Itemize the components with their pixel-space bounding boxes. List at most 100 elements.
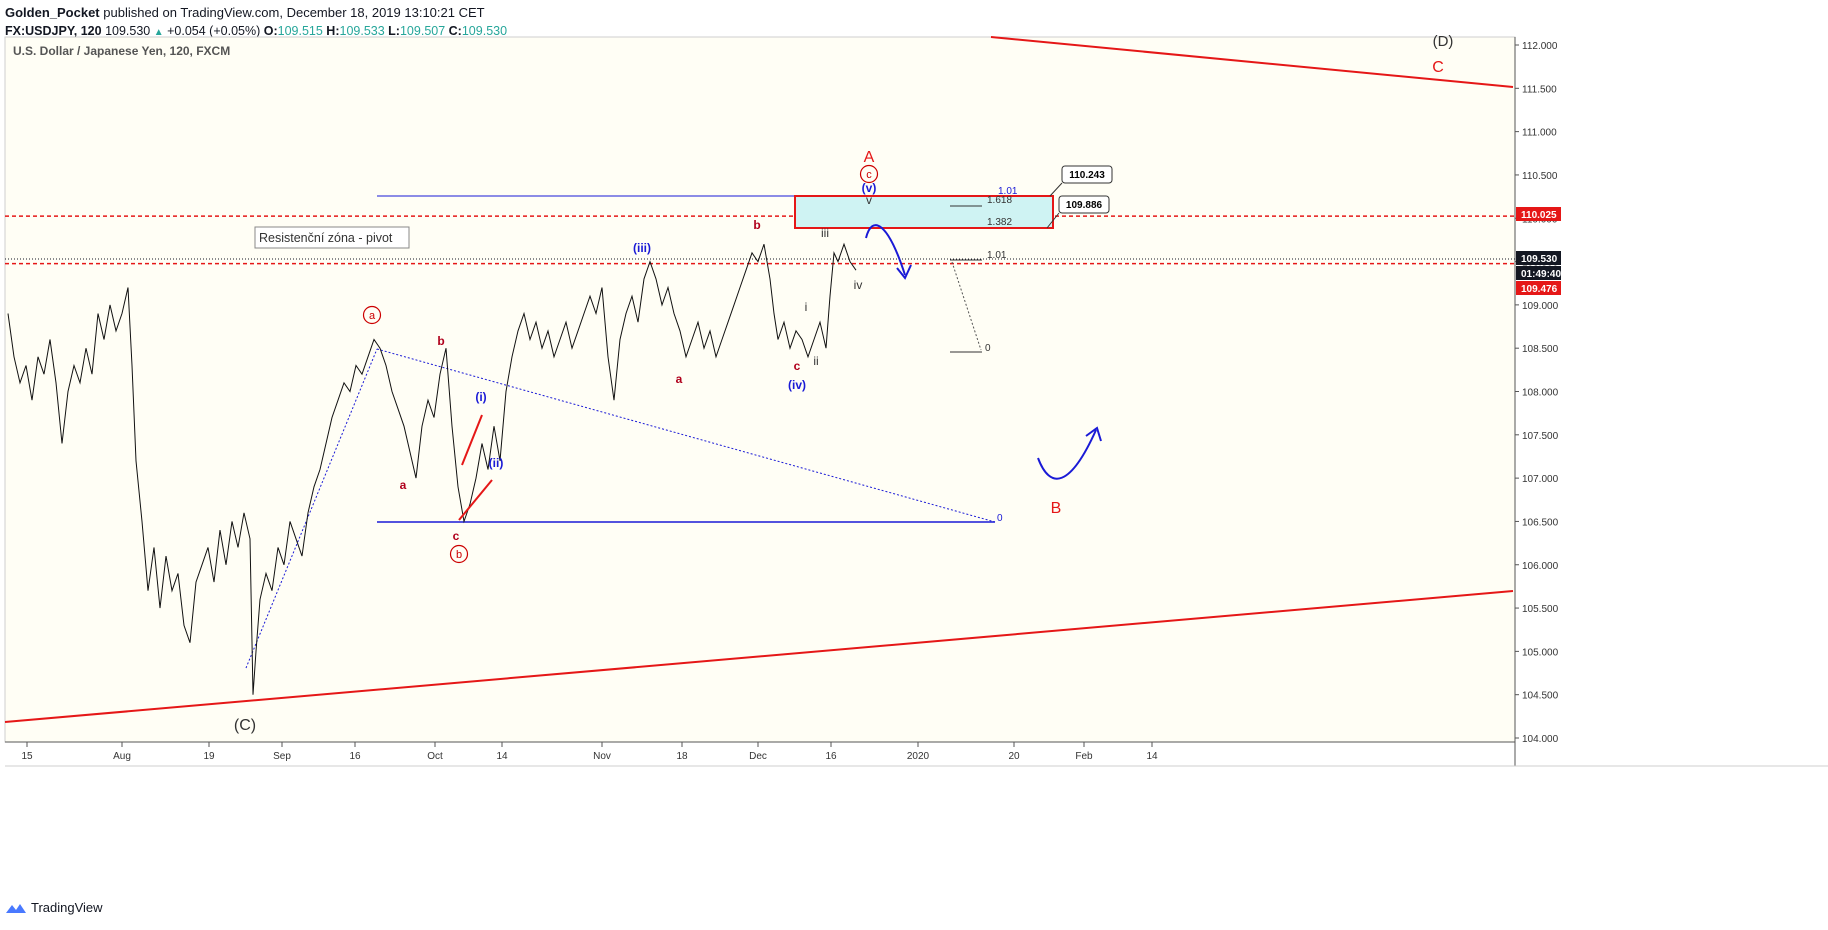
fib-label-1618: 1.618 (987, 195, 1012, 206)
price-axis-label: 107.000 (1522, 474, 1559, 485)
wave-label-v-paren: (v) (862, 181, 877, 195)
wave-line-1 (458, 479, 493, 521)
upper-trendline[interactable] (990, 36, 1514, 88)
wave-label-iii: iii (821, 226, 829, 240)
fib-trend-dotted-line[interactable] (376, 348, 996, 523)
footer: TradingView (5, 900, 103, 915)
wave-label-b-circle: b (456, 549, 462, 561)
symbol-label[interactable]: FX:USDJPY, 120 (5, 24, 102, 38)
high-value: 109.533 (339, 24, 385, 38)
callout-110243: 110.243 (1069, 170, 1105, 181)
callout-box-109886[interactable] (1058, 195, 1110, 214)
time-axis-label: 16 (349, 751, 361, 762)
circle-a-marker (362, 305, 382, 325)
callout-pointer (1049, 182, 1063, 197)
price-axis-label: 110.500 (1522, 171, 1558, 182)
time-axis-label: Aug (113, 751, 131, 762)
price-tag-label: 110.025 (1521, 210, 1557, 221)
price-tag-bg (1516, 266, 1561, 280)
target-zone-box[interactable] (794, 195, 1054, 229)
time-axis-label: Feb (1075, 751, 1093, 762)
price-tag-bg (1516, 207, 1561, 221)
annotation-text: Resistenční zóna - pivot (259, 231, 393, 245)
time-axis-label: Dec (749, 751, 767, 762)
wave-label-a-circle: a (369, 310, 376, 322)
price-axis-label: 106.000 (1522, 561, 1559, 572)
wave-label-c-circle: c (866, 169, 872, 181)
callout-109886: 109.886 (1066, 200, 1103, 211)
wave-label-i-paren: (i) (475, 390, 486, 404)
wave-label-i: i (805, 300, 808, 314)
chart-header: Golden_Pocket published on TradingView.c… (5, 4, 507, 42)
price-tags: 110.025 109.530 01:49:40 109.476 (1516, 207, 1561, 295)
price-axis-label: 112.000 (1522, 41, 1558, 52)
fib-label-1382: 1.382 (987, 217, 1012, 228)
arrow-down-head-icon (896, 264, 912, 280)
time-axis-label: 19 (203, 751, 215, 762)
up-arrow-icon: ▲ (153, 27, 164, 38)
wave-line-2 (461, 414, 483, 466)
lower-trendline[interactable] (4, 590, 1514, 723)
price-axis-label: 109.000 (1522, 301, 1559, 312)
open-label: O: (263, 24, 278, 38)
price-axis-label: 111.000 (1522, 128, 1557, 139)
price-axis-label: 104.000 (1522, 734, 1559, 745)
time-axis-label: 18 (676, 751, 688, 762)
price-axis-label: 107.500 (1522, 431, 1559, 442)
wave-label-a-nov: a (676, 372, 683, 386)
plot-area[interactable] (4, 36, 1516, 743)
fib-label-101: 1.01 (998, 186, 1018, 197)
time-axis-label: 20 (1008, 751, 1020, 762)
wave-label-iii-paren: (iii) (633, 241, 651, 255)
price-series[interactable] (7, 242, 857, 695)
arrow-up-head-icon (1085, 426, 1102, 442)
price-axis-label: 104.500 (1522, 691, 1559, 702)
tradingview-logo-icon (6, 903, 26, 913)
price-axis-label: 105.000 (1522, 647, 1559, 658)
price-axis-label: 108.500 (1522, 344, 1559, 355)
fib-label-zero-blue: 0 (997, 513, 1003, 524)
time-axis-label: Oct (427, 751, 443, 762)
open-value: 109.515 (277, 24, 323, 38)
wave-label-D: (D) (1433, 33, 1454, 50)
callout-pointer-2 (1046, 212, 1060, 229)
time-axis-label: 15 (21, 751, 33, 762)
callout-box-110243[interactable] (1061, 165, 1113, 184)
wave-label-C-paren: (C) (234, 717, 256, 734)
wave-label-b-top: b (753, 218, 760, 232)
price-tag-label: 109.476 (1521, 284, 1558, 295)
wave-label-ii: ii (813, 354, 818, 368)
wave-label-b-oct: b (437, 334, 444, 348)
wave-label-v: v (866, 193, 872, 207)
price-tag-label: 01:49:40 (1521, 269, 1561, 280)
price-axis-label: 111.500 (1522, 84, 1557, 95)
time-axis-label: Nov (593, 751, 611, 762)
price-tag-bg (1516, 251, 1561, 265)
time-axis[interactable]: 15 Aug 19 Sep 16 Oct 14 Nov 18 Dec 16 2020 20 Feb 14 (21, 742, 1158, 762)
wave-label-ii-paren: (ii) (489, 456, 504, 470)
fib-trend-dotted-line-2[interactable] (245, 348, 378, 669)
brand-name[interactable]: TradingView (31, 900, 103, 915)
time-axis-label: 16 (825, 751, 837, 762)
time-axis-label: 14 (496, 751, 508, 762)
fib-label-zero: 0 (985, 343, 991, 354)
time-axis-label: 14 (1146, 751, 1158, 762)
low-value: 109.507 (399, 24, 446, 38)
wave-label-B: B (1051, 500, 1062, 517)
projection-up-arrow[interactable] (1037, 429, 1097, 480)
last-price: 109.530 (105, 24, 151, 38)
price-axis[interactable]: 112.000111.500111.000110.500110.000109.5… (1515, 41, 1559, 745)
publisher-name[interactable]: Golden_Pocket (5, 5, 100, 20)
wave-label-iv: iv (854, 278, 863, 292)
instrument-title: U.S. Dollar / Japanese Yen, 120, FXCM (13, 44, 230, 58)
wave-label-A: A (864, 149, 875, 166)
price-axis-label: 106.500 (1522, 517, 1559, 528)
price-tag-bg (1516, 281, 1561, 295)
annotation-box[interactable] (254, 226, 410, 249)
time-axis-label: 2020 (907, 751, 930, 762)
wave-label-iv-paren: (iv) (788, 378, 806, 392)
projection-down-arrow[interactable] (865, 224, 906, 276)
wave-label-C: C (1432, 59, 1444, 76)
symbol-line: FX:USDJPY, 120 109.530 ▲ +0.054 (+0.05%)… (5, 22, 507, 42)
